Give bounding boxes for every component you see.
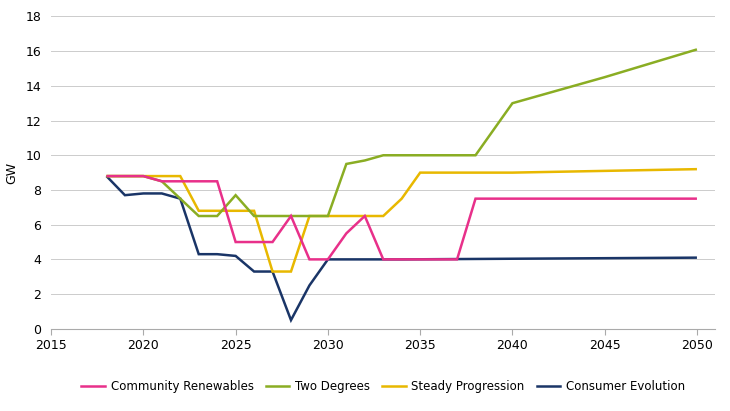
Two Degrees <box>416 153 425 158</box>
Two Degrees <box>231 193 240 198</box>
Two Degrees <box>342 162 350 166</box>
Consumer Evolution <box>379 257 388 262</box>
Steady Progression <box>212 208 221 213</box>
Steady Progression <box>416 170 425 175</box>
Consumer Evolution <box>231 254 240 259</box>
Steady Progression <box>250 208 258 213</box>
Consumer Evolution <box>102 173 111 178</box>
Community Renewables <box>158 179 166 184</box>
Steady Progression <box>194 208 203 213</box>
Community Renewables <box>120 173 129 178</box>
Community Renewables <box>397 257 406 262</box>
Steady Progression <box>693 167 702 172</box>
Two Degrees <box>194 214 203 219</box>
Community Renewables <box>250 240 258 245</box>
Steady Progression <box>508 170 517 175</box>
Line: Two Degrees: Two Degrees <box>107 49 697 216</box>
Y-axis label: GW: GW <box>6 162 18 184</box>
Community Renewables <box>416 257 425 262</box>
Community Renewables <box>287 214 296 219</box>
Two Degrees <box>379 153 388 158</box>
Consumer Evolution <box>268 269 277 274</box>
Steady Progression <box>342 214 350 219</box>
Two Degrees <box>693 47 702 52</box>
Two Degrees <box>508 101 517 106</box>
Steady Progression <box>287 269 296 274</box>
Steady Progression <box>305 214 314 219</box>
Two Degrees <box>600 75 609 80</box>
Two Degrees <box>434 153 443 158</box>
Consumer Evolution <box>397 257 406 262</box>
Consumer Evolution <box>305 283 314 288</box>
Community Renewables <box>471 196 480 201</box>
Consumer Evolution <box>693 255 702 260</box>
Legend: Community Renewables, Two Degrees, Steady Progression, Consumer Evolution: Community Renewables, Two Degrees, Stead… <box>77 375 690 398</box>
Two Degrees <box>471 153 480 158</box>
Two Degrees <box>287 214 296 219</box>
Steady Progression <box>490 170 499 175</box>
Two Degrees <box>397 153 406 158</box>
Two Degrees <box>323 214 332 219</box>
Consumer Evolution <box>176 196 185 201</box>
Two Degrees <box>268 214 277 219</box>
Two Degrees <box>158 179 166 184</box>
Community Renewables <box>212 179 221 184</box>
Steady Progression <box>361 214 369 219</box>
Community Renewables <box>231 240 240 245</box>
Steady Progression <box>176 173 185 178</box>
Community Renewables <box>361 214 369 219</box>
Consumer Evolution <box>158 191 166 196</box>
Community Renewables <box>139 173 147 178</box>
Two Degrees <box>305 214 314 219</box>
Steady Progression <box>231 208 240 213</box>
Community Renewables <box>693 196 702 201</box>
Line: Steady Progression: Steady Progression <box>107 169 697 272</box>
Community Renewables <box>490 196 499 201</box>
Steady Progression <box>120 173 129 178</box>
Steady Progression <box>434 170 443 175</box>
Consumer Evolution <box>250 269 258 274</box>
Steady Progression <box>139 173 147 178</box>
Line: Consumer Evolution: Consumer Evolution <box>107 176 697 320</box>
Consumer Evolution <box>212 252 221 256</box>
Consumer Evolution <box>287 318 296 323</box>
Consumer Evolution <box>139 191 147 196</box>
Community Renewables <box>194 179 203 184</box>
Community Renewables <box>323 257 332 262</box>
Community Renewables <box>176 179 185 184</box>
Community Renewables <box>379 257 388 262</box>
Two Degrees <box>120 173 129 178</box>
Steady Progression <box>323 214 332 219</box>
Community Renewables <box>305 257 314 262</box>
Two Degrees <box>139 173 147 178</box>
Steady Progression <box>397 196 406 201</box>
Consumer Evolution <box>120 193 129 198</box>
Community Renewables <box>102 173 111 178</box>
Steady Progression <box>453 170 461 175</box>
Community Renewables <box>434 257 443 262</box>
Community Renewables <box>453 257 461 262</box>
Line: Community Renewables: Community Renewables <box>107 176 697 259</box>
Steady Progression <box>268 269 277 274</box>
Two Degrees <box>453 153 461 158</box>
Consumer Evolution <box>194 252 203 256</box>
Two Degrees <box>176 196 185 201</box>
Community Renewables <box>342 231 350 236</box>
Consumer Evolution <box>323 257 332 262</box>
Two Degrees <box>102 173 111 178</box>
Two Degrees <box>212 214 221 219</box>
Steady Progression <box>471 170 480 175</box>
Consumer Evolution <box>361 257 369 262</box>
Steady Progression <box>379 214 388 219</box>
Community Renewables <box>268 240 277 245</box>
Steady Progression <box>158 173 166 178</box>
Two Degrees <box>250 214 258 219</box>
Steady Progression <box>102 173 111 178</box>
Consumer Evolution <box>342 257 350 262</box>
Two Degrees <box>361 158 369 163</box>
